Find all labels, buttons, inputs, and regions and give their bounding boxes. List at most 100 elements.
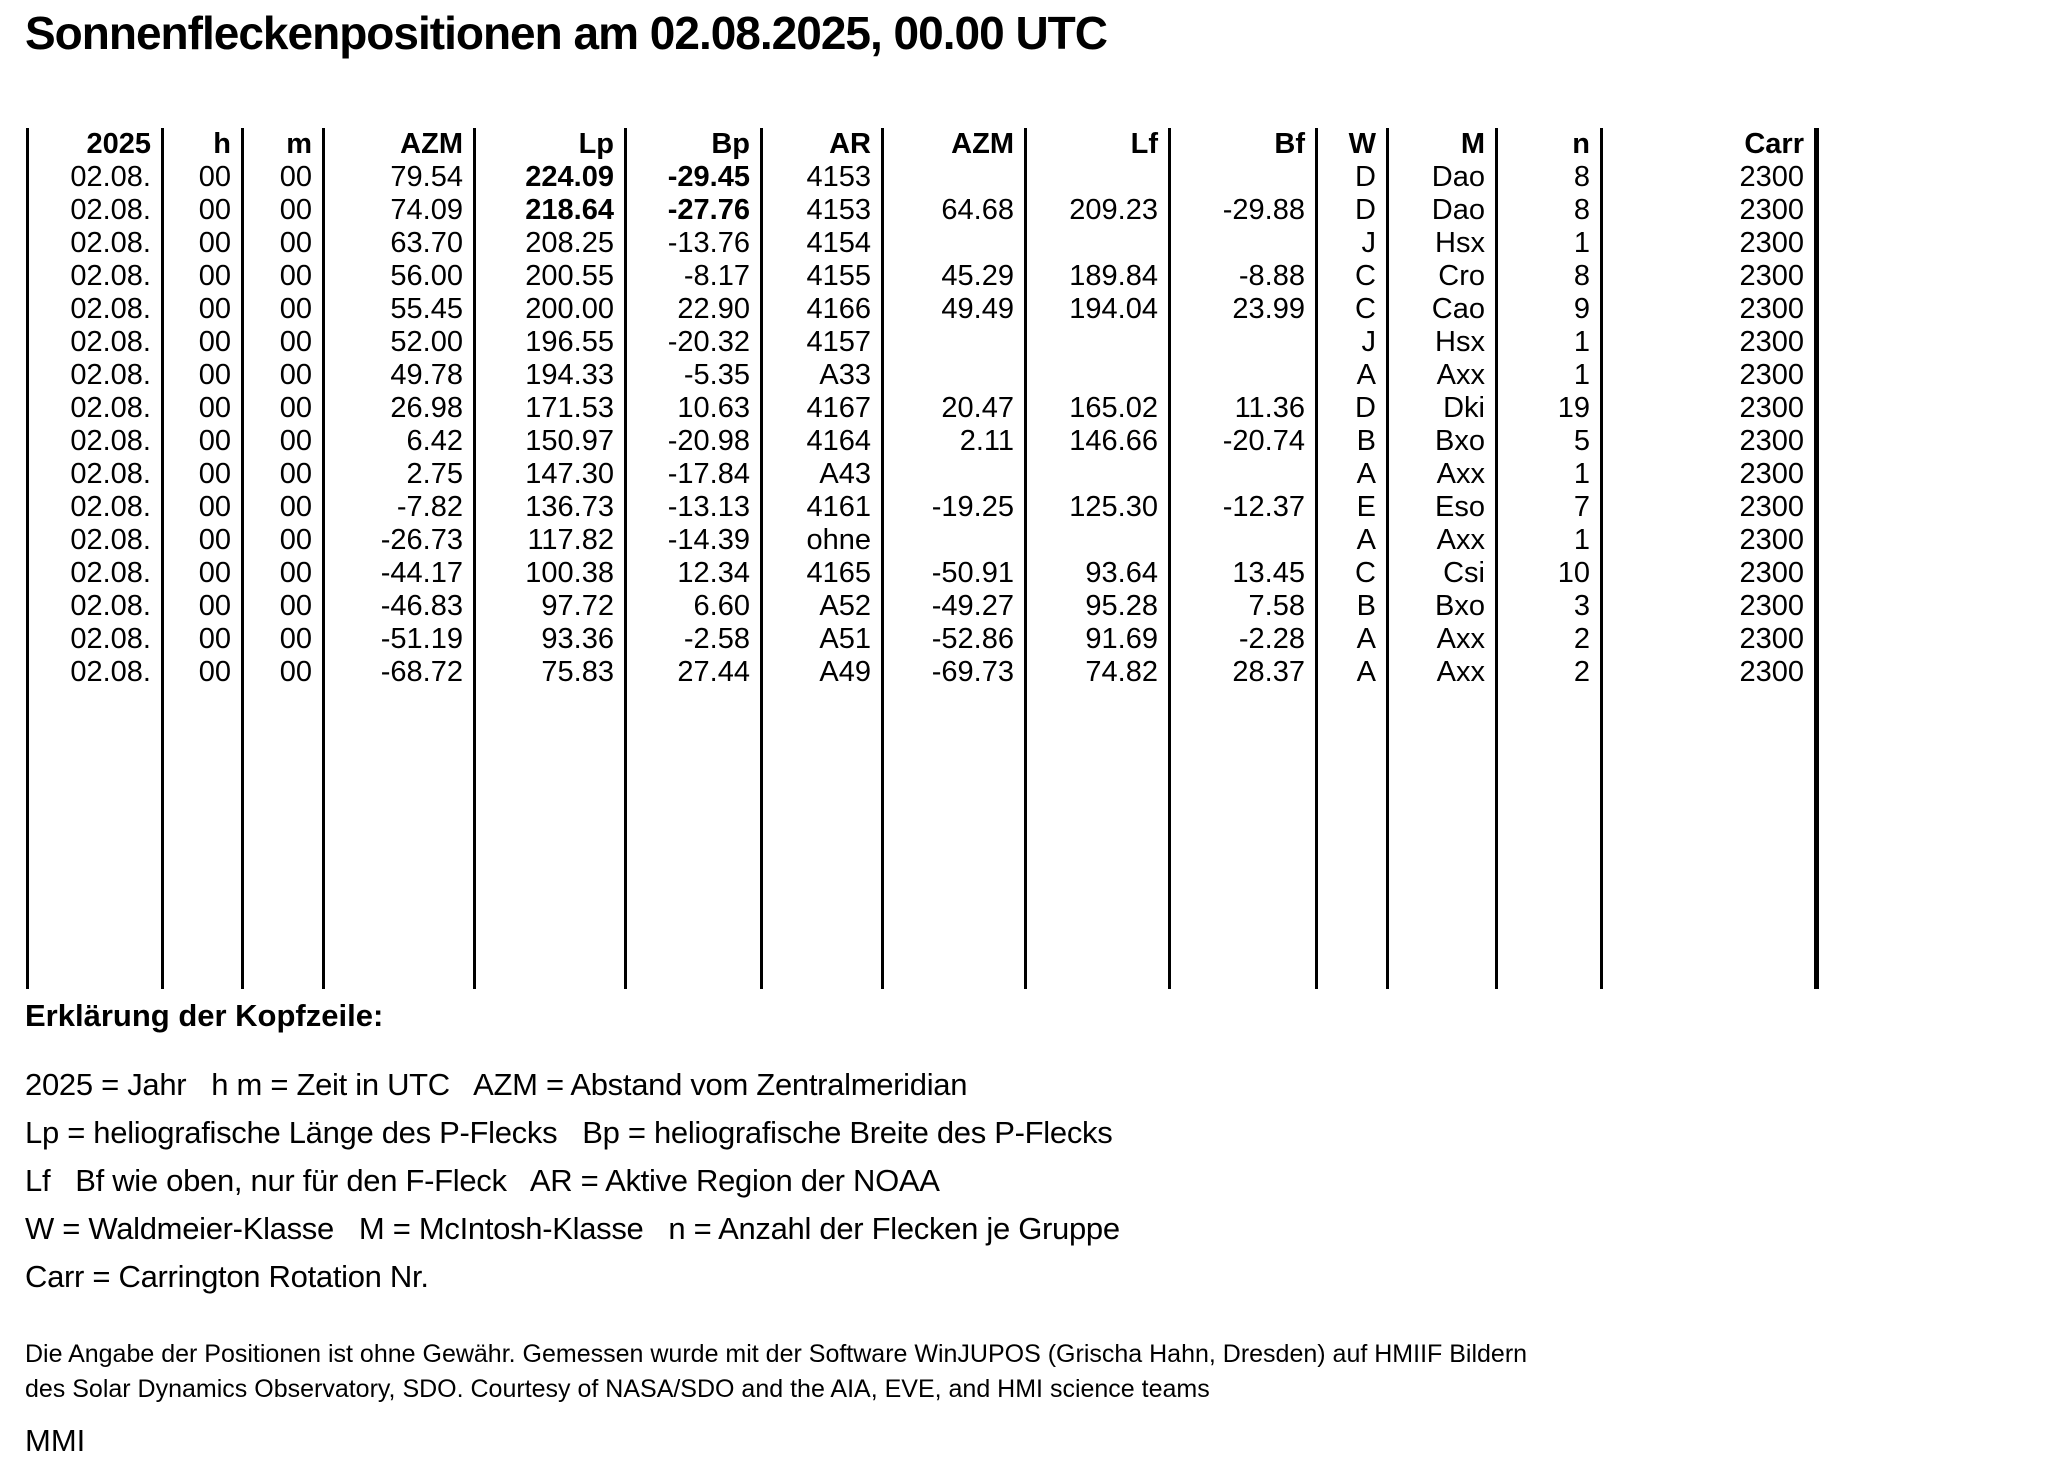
- table-row: 02.08. 00 00 6.42 150.97 -20.98 4164 2.11 146.66…: [26, 425, 1819, 458]
- table-cell: 95.28: [1024, 590, 1170, 623]
- legend-heading: Erklärung der Kopfzeile:: [25, 998, 384, 1033]
- table-filler-cell: [1386, 689, 1497, 989]
- table-cell: 4164: [760, 425, 883, 458]
- table-filler-cell: [1315, 689, 1388, 989]
- table-cell: [881, 524, 1026, 557]
- table-cell: Bxo: [1386, 425, 1497, 458]
- table-cell: [881, 458, 1026, 491]
- table-cell: 55.45: [322, 293, 475, 326]
- table-cell: A: [1315, 623, 1388, 656]
- table-cell: 2300: [1600, 392, 1819, 425]
- legend-line: 2025 = Jahr h m = Zeit in UTC AZM = Abst…: [25, 1067, 968, 1102]
- table-cell: E: [1315, 491, 1388, 524]
- table-cell: 00: [241, 161, 324, 194]
- table-cell: -8.17: [624, 260, 762, 293]
- table-cell: 00: [241, 590, 324, 623]
- table-cell: 146.66: [1024, 425, 1170, 458]
- table-cell: 00: [161, 458, 243, 491]
- column-header-m-11: M: [1386, 128, 1497, 161]
- table-cell: 12.34: [624, 557, 762, 590]
- table-cell: 00: [161, 326, 243, 359]
- table-cell: 00: [161, 623, 243, 656]
- table-cell: 20.47: [881, 392, 1026, 425]
- table-filler-cell: [1495, 689, 1602, 989]
- table-row: 02.08. 00 00 -51.19 93.36 -2.58 A51 -52.86 91.69…: [26, 623, 1819, 656]
- table-cell: 00: [161, 491, 243, 524]
- table-filler-cell: [1024, 689, 1170, 989]
- legend-line: Lf Bf wie oben, nur für den F-Fleck AR =…: [25, 1163, 940, 1198]
- table-cell: [1024, 227, 1170, 260]
- table-cell: [1168, 227, 1317, 260]
- table-cell: 91.69: [1024, 623, 1170, 656]
- table-cell: 49.49: [881, 293, 1026, 326]
- table-cell: -19.25: [881, 491, 1026, 524]
- table-cell: 02.08.: [26, 425, 163, 458]
- table-cell: ohne: [760, 524, 883, 557]
- table-cell: 00: [241, 491, 324, 524]
- table-cell: 00: [161, 359, 243, 392]
- table-cell: -46.83: [322, 590, 475, 623]
- table-cell: -27.76: [624, 194, 762, 227]
- table-cell: 150.97: [473, 425, 626, 458]
- table-cell: 2300: [1600, 590, 1819, 623]
- table-cell: 28.37: [1168, 656, 1317, 689]
- table-cell: 1: [1495, 458, 1602, 491]
- table-cell: [1024, 161, 1170, 194]
- table-cell: 00: [241, 227, 324, 260]
- table-cell: -49.27: [881, 590, 1026, 623]
- table-cell: -8.88: [1168, 260, 1317, 293]
- table-cell: 136.73: [473, 491, 626, 524]
- table-cell: 45.29: [881, 260, 1026, 293]
- table-filler-cell: [624, 689, 762, 989]
- table-cell: 2.11: [881, 425, 1026, 458]
- column-header-2025-0: 2025: [26, 128, 163, 161]
- table-cell: -50.91: [881, 557, 1026, 590]
- table-cell: 4166: [760, 293, 883, 326]
- column-header-ar-6: AR: [760, 128, 883, 161]
- table-cell: A: [1315, 458, 1388, 491]
- table-cell: 00: [241, 458, 324, 491]
- table-cell: 6.60: [624, 590, 762, 623]
- table-cell: Dao: [1386, 161, 1497, 194]
- table-cell: 2: [1495, 656, 1602, 689]
- table-row: 02.08. 00 00 -46.83 97.72 6.60 A52 -49.27 95.28 7…: [26, 590, 1819, 623]
- table-filler-cell: [241, 689, 324, 989]
- table-cell: 1: [1495, 359, 1602, 392]
- table-cell: 02.08.: [26, 260, 163, 293]
- table-cell: J: [1315, 326, 1388, 359]
- table-cell: 64.68: [881, 194, 1026, 227]
- table-cell: [1168, 161, 1317, 194]
- table-cell: 147.30: [473, 458, 626, 491]
- table-cell: 2300: [1600, 656, 1819, 689]
- table-cell: A51: [760, 623, 883, 656]
- table-cell: 208.25: [473, 227, 626, 260]
- table-cell: [881, 227, 1026, 260]
- table-cell: 11.36: [1168, 392, 1317, 425]
- table-cell: 4155: [760, 260, 883, 293]
- column-header-lf-8: Lf: [1024, 128, 1170, 161]
- table-cell: Cro: [1386, 260, 1497, 293]
- table-cell: A: [1315, 524, 1388, 557]
- table-cell: C: [1315, 557, 1388, 590]
- column-header-carr-13: Carr: [1600, 128, 1819, 161]
- table-cell: 02.08.: [26, 392, 163, 425]
- table-cell: 10.63: [624, 392, 762, 425]
- table-cell: 22.90: [624, 293, 762, 326]
- table-cell: [1168, 458, 1317, 491]
- table-cell: 02.08.: [26, 656, 163, 689]
- table-cell: 02.08.: [26, 557, 163, 590]
- table-cell: 00: [161, 392, 243, 425]
- table-cell: 00: [161, 656, 243, 689]
- table-cell: 4157: [760, 326, 883, 359]
- disclaimer-line: des Solar Dynamics Observatory, SDO. Cou…: [25, 1375, 1210, 1403]
- column-header-m-2: m: [241, 128, 324, 161]
- page-title: Sonnenfleckenpositionen am 02.08.2025, 0…: [25, 7, 1108, 59]
- table-cell: 8: [1495, 161, 1602, 194]
- table-cell: Axx: [1386, 623, 1497, 656]
- table-cell: 13.45: [1168, 557, 1317, 590]
- legend-line: Lp = heliografische Länge des P-Flecks B…: [25, 1115, 1113, 1150]
- table-cell: 75.83: [473, 656, 626, 689]
- table-cell: D: [1315, 161, 1388, 194]
- table-cell: 00: [241, 524, 324, 557]
